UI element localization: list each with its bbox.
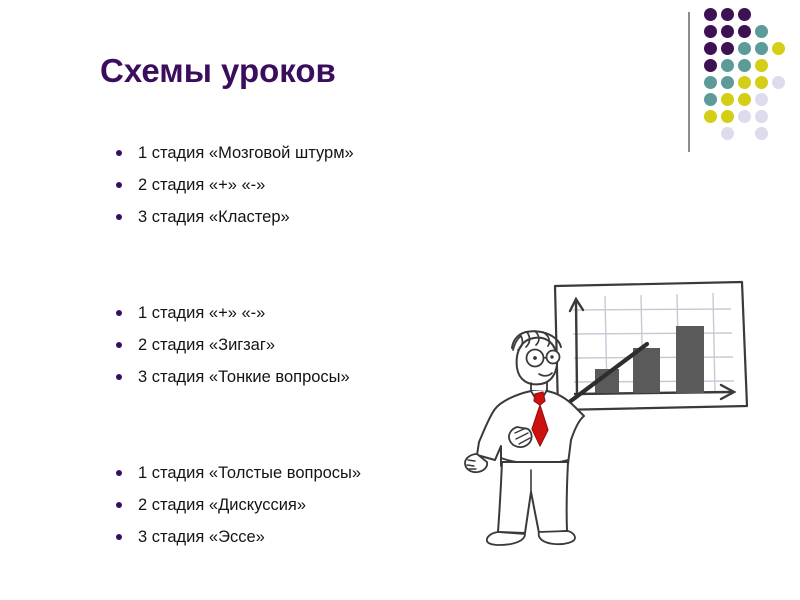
decor-dot <box>721 93 734 106</box>
bullet-dot-icon <box>116 534 122 540</box>
bullet-dot-icon <box>116 182 122 188</box>
decor-dot <box>738 8 751 21</box>
list-item-label: 3 стадия «Кластер» <box>138 208 290 226</box>
decor-dot <box>755 110 768 123</box>
decor-dot <box>755 76 768 89</box>
decor-dot <box>738 25 751 38</box>
list-item: 3 стадия «Тонкие вопросы» <box>112 361 532 393</box>
decor-dot <box>755 25 768 38</box>
list-item: 1 стадия «Толстые вопросы» <box>112 457 532 489</box>
decor-dot <box>755 59 768 72</box>
bullet-group-3: 1 стадия «Толстые вопросы» 2 стадия «Дис… <box>112 457 532 553</box>
presenter-with-bar-chart-illustration <box>455 270 755 550</box>
decor-dot <box>755 93 768 106</box>
bullet-group-2: 1 стадия «+» «-» 2 стадия «Зигзаг» 3 ста… <box>112 297 532 393</box>
bullet-dot-icon <box>116 470 122 476</box>
decor-dot <box>772 76 785 89</box>
list-item-label: 2 стадия «Дискуссия» <box>138 496 307 514</box>
list-item: 3 стадия «Кластер» <box>112 201 532 233</box>
decor-dot <box>704 59 717 72</box>
list-item-label: 3 стадия «Эссе» <box>138 528 265 546</box>
decor-dot <box>704 93 717 106</box>
decor-dot <box>704 25 717 38</box>
decor-dot <box>721 8 734 21</box>
bullet-dot-icon <box>116 150 122 156</box>
decor-dot <box>721 59 734 72</box>
decor-dot <box>738 110 751 123</box>
decor-dot <box>704 42 717 55</box>
bullet-dot-icon <box>116 214 122 220</box>
decor-dot <box>704 76 717 89</box>
decor-dot <box>738 93 751 106</box>
list-item-label: 2 стадия «Зигзаг» <box>138 336 276 354</box>
decor-dot <box>721 42 734 55</box>
list-item: 1 стадия «Мозговой штурм» <box>112 137 532 169</box>
decor-dot <box>755 127 768 140</box>
page-title: Схемы уроков <box>100 52 336 89</box>
decor-dot <box>721 127 734 140</box>
decor-dot <box>738 42 751 55</box>
bullet-group-1: 1 стадия «Мозговой штурм» 2 стадия «+» «… <box>112 137 532 233</box>
decor-dot <box>738 59 751 72</box>
list-item-label: 3 стадия «Тонкие вопросы» <box>138 368 350 386</box>
list-item: 2 стадия «Дискуссия» <box>112 489 532 521</box>
list-item-label: 1 стадия «Толстые вопросы» <box>138 464 362 482</box>
decor-dot <box>772 42 785 55</box>
bullet-dot-icon <box>116 310 122 316</box>
decor-dot <box>738 76 751 89</box>
list-item: 2 стадия «Зигзаг» <box>112 329 532 361</box>
decor-dot <box>704 8 717 21</box>
presenter-figure <box>464 330 585 546</box>
decor-dot <box>721 25 734 38</box>
list-item: 1 стадия «+» «-» <box>112 297 532 329</box>
decor-dot <box>755 42 768 55</box>
bullet-dot-icon <box>116 342 122 348</box>
list-item: 3 стадия «Эссе» <box>112 521 532 553</box>
list-item: 2 стадия «+» «-» <box>112 169 532 201</box>
list-item-label: 2 стадия «+» «-» <box>138 176 266 194</box>
corner-decoration <box>688 8 800 152</box>
list-item-label: 1 стадия «+» «-» <box>138 304 266 322</box>
decor-dot <box>721 76 734 89</box>
decor-dot <box>704 110 717 123</box>
bullet-dot-icon <box>116 374 122 380</box>
list-item-label: 1 стадия «Мозговой штурм» <box>138 144 354 162</box>
bullet-dot-icon <box>116 502 122 508</box>
vertical-rule-divider <box>688 12 690 152</box>
decor-dot <box>721 110 734 123</box>
chart-bars <box>595 326 704 393</box>
